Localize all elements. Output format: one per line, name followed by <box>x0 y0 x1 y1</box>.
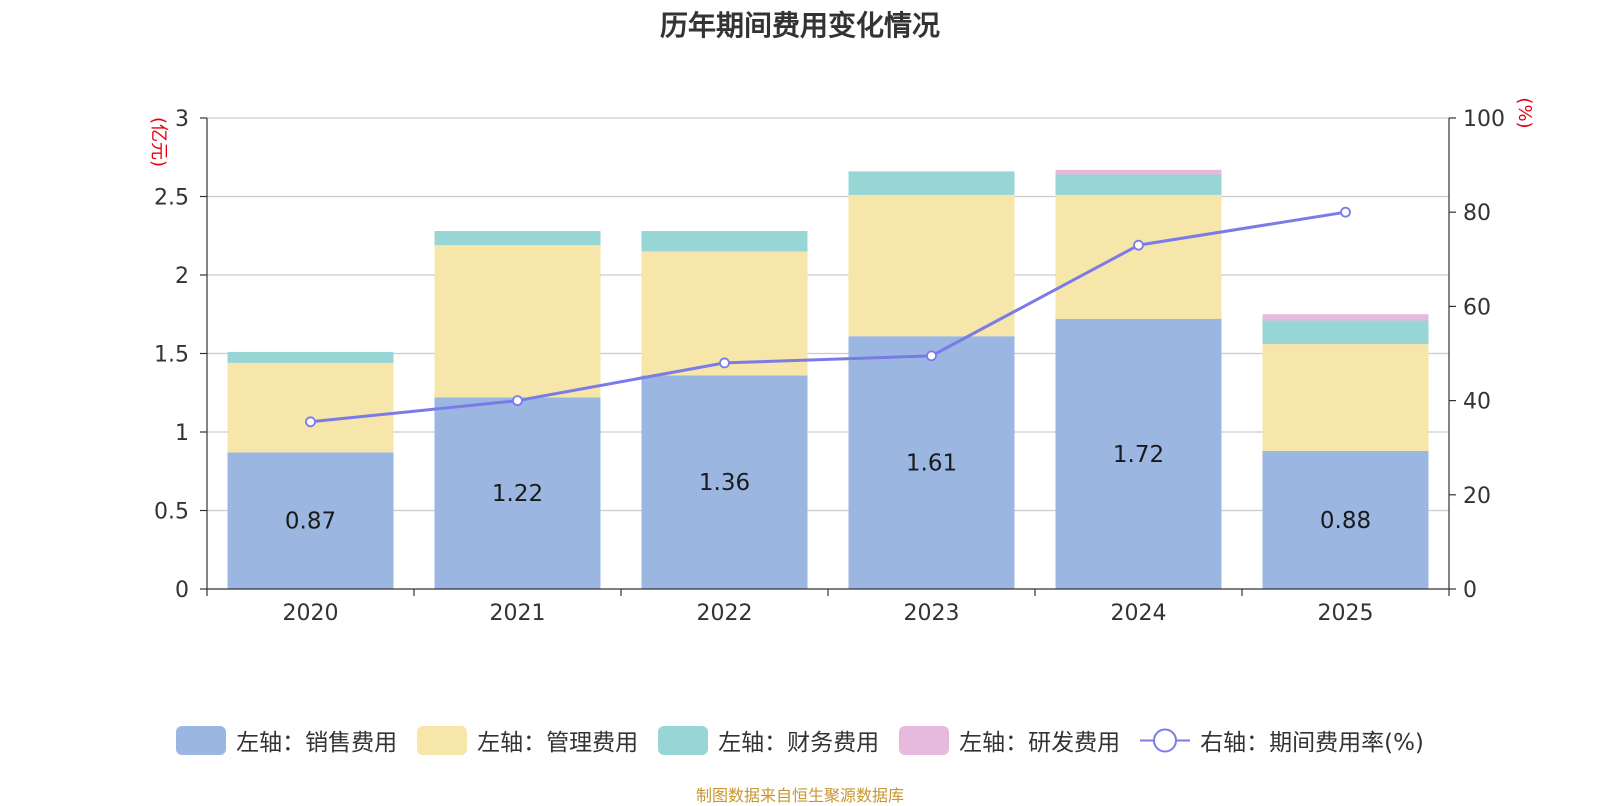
rate-point-2025 <box>1340 206 1351 218</box>
legend-item-sales[interactable]: 左轴：销售费用 <box>176 723 397 757</box>
right-tick-label-0: 0 <box>1463 578 1477 603</box>
bar-label-2025: 0.88 <box>1320 508 1371 534</box>
legend-item-rnd[interactable]: 左轴：研发费用 <box>899 723 1120 757</box>
bar-label-2021: 1.22 <box>492 481 543 507</box>
rate-point-2021 <box>512 395 523 407</box>
x-tick-label-2025: 2025 <box>1318 601 1374 626</box>
legend-label-rate: 右轴：期间费用率(%) <box>1200 730 1424 756</box>
bar-2025-series-2 <box>1262 320 1429 345</box>
bar-2024-series-3 <box>1055 169 1222 175</box>
chart-title: 历年期间费用变化情况 <box>659 9 940 42</box>
x-tick-label-2021: 2021 <box>490 601 546 626</box>
bar-2022-series-2 <box>641 231 808 252</box>
legend-line-marker-icon <box>1140 728 1191 752</box>
right-axis-unit: (%) <box>1514 97 1535 128</box>
right-tick-label-3: 60 <box>1463 295 1491 320</box>
left-tick-label-3: 1.5 <box>154 343 189 368</box>
bar-2025-series-3 <box>1262 314 1429 321</box>
x-tick-label-2023: 2023 <box>904 601 960 626</box>
left-tick-label-0: 0 <box>175 578 189 603</box>
bar-2025-series-0 <box>1262 450 1429 589</box>
bar-2025-series-1 <box>1262 344 1429 451</box>
legend-swatch-admin <box>417 725 468 755</box>
bar-2024-series-2 <box>1055 174 1222 195</box>
rate-point-2020 <box>305 416 316 428</box>
legend-label-finance: 左轴：财务费用 <box>718 730 880 756</box>
x-tick-label-2024: 2024 <box>1111 601 1167 626</box>
legend-label-sales: 左轴：销售费用 <box>236 730 398 756</box>
x-tick-label-2022: 2022 <box>697 601 753 626</box>
left-tick-label-4: 2 <box>175 264 189 289</box>
source-note: 制图数据来自恒生聚源数据库 <box>695 786 904 805</box>
bar-2020-series-0 <box>227 452 394 589</box>
legend-swatch-rnd <box>899 725 950 755</box>
bar-2023-series-1 <box>848 194 1015 337</box>
left-axis-unit: (亿元) <box>148 117 169 167</box>
legend-item-admin[interactable]: 左轴：管理费用 <box>417 723 638 757</box>
bar-2022-series-0 <box>641 375 808 589</box>
rate-point-2023 <box>926 350 937 362</box>
x-tick-label-2020: 2020 <box>283 601 339 626</box>
bar-2023-series-2 <box>848 171 1015 195</box>
left-tick-label-1: 0.5 <box>154 500 189 525</box>
right-tick-label-2: 40 <box>1463 390 1491 415</box>
bar-2021-series-1 <box>434 245 601 398</box>
bar-2023-series-0 <box>848 336 1015 589</box>
bar-2024-series-0 <box>1055 318 1222 589</box>
bar-2020-series-1 <box>227 362 394 453</box>
bar-label-2020: 0.87 <box>285 509 336 535</box>
left-tick-label-2: 1 <box>175 421 189 446</box>
bar-2021-series-2 <box>434 231 601 246</box>
bar-2022-series-1 <box>641 251 808 376</box>
bar-2021-series-0 <box>434 397 601 589</box>
bar-2024-series-1 <box>1055 194 1222 319</box>
right-tick-label-1: 20 <box>1463 484 1491 509</box>
right-tick-label-5: 100 <box>1463 107 1505 132</box>
rate-point-2024 <box>1133 239 1144 251</box>
left-tick-label-5: 2.5 <box>154 186 189 211</box>
legend-label-rnd: 左轴：研发费用 <box>959 730 1121 756</box>
legend-item-rate[interactable]: 右轴：期间费用率(%) <box>1140 723 1424 757</box>
bar-label-2023: 1.61 <box>906 451 957 477</box>
right-tick-label-4: 80 <box>1463 201 1491 226</box>
rate-point-2022 <box>719 357 730 369</box>
legend-item-finance[interactable]: 左轴：财务费用 <box>658 723 879 757</box>
rate-line <box>310 210 1346 424</box>
left-tick-label-6: 3 <box>175 107 189 132</box>
legend-swatch-finance <box>658 725 709 755</box>
bar-label-2024: 1.72 <box>1113 442 1164 468</box>
legend: 左轴：销售费用 左轴：管理费用 左轴：财务费用 左轴：研发费用 右轴：期间费用率… <box>0 723 1600 757</box>
legend-swatch-sales <box>176 725 227 755</box>
bar-2020-series-2 <box>227 351 394 363</box>
bar-label-2022: 1.36 <box>699 470 750 496</box>
legend-label-admin: 左轴：管理费用 <box>477 730 639 756</box>
